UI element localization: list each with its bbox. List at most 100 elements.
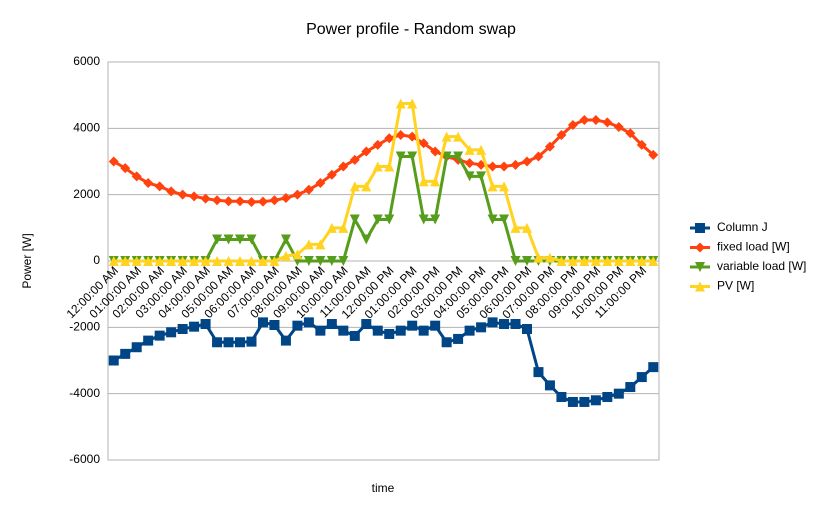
point-marker [487, 214, 498, 225]
y-tick-label: -4000 [69, 386, 100, 400]
point-marker [246, 196, 257, 207]
chart-title: Power profile - Random swap [306, 21, 516, 38]
point-marker [613, 122, 624, 133]
point-marker [384, 214, 395, 225]
point-marker [544, 252, 555, 263]
point-marker [338, 325, 349, 336]
point-marker [189, 256, 200, 266]
point-marker [349, 154, 360, 165]
point-marker [315, 178, 326, 189]
point-marker [533, 252, 544, 263]
point-marker [441, 337, 452, 348]
point-marker [257, 196, 268, 207]
point-marker [143, 256, 154, 266]
point-marker [212, 337, 223, 348]
point-marker [120, 163, 131, 174]
point-marker [177, 256, 188, 266]
point-marker [567, 256, 578, 266]
point-marker [602, 117, 613, 128]
point-marker [131, 342, 142, 353]
legend-label: PV [W] [717, 279, 754, 293]
point-marker [303, 184, 314, 195]
point-marker [269, 320, 280, 331]
point-marker [361, 319, 372, 330]
point-marker [579, 256, 590, 266]
point-marker [235, 256, 246, 266]
x-axis-label: time [372, 481, 395, 495]
point-marker [246, 336, 257, 347]
point-marker [338, 222, 349, 233]
point-marker [407, 151, 418, 162]
point-marker [590, 256, 601, 266]
y-tick-label: -2000 [69, 320, 100, 334]
point-marker [625, 382, 636, 393]
point-marker [235, 234, 246, 245]
point-marker [395, 151, 406, 162]
point-marker [510, 256, 521, 266]
point-marker [453, 131, 464, 142]
point-marker [315, 325, 326, 336]
point-marker [280, 192, 291, 203]
y-tick-label: 4000 [73, 121, 100, 135]
point-marker [280, 234, 291, 245]
point-marker [499, 161, 510, 172]
point-marker [154, 181, 165, 192]
point-marker [177, 323, 188, 334]
point-marker [315, 239, 326, 250]
point-marker [418, 214, 429, 225]
point-marker [395, 129, 406, 140]
point-marker [372, 325, 383, 336]
point-marker [430, 176, 441, 187]
point-marker [108, 256, 119, 266]
point-marker [200, 319, 211, 330]
point-marker [177, 189, 188, 200]
point-marker [257, 317, 268, 328]
point-marker [349, 181, 360, 192]
y-tick-label: 0 [93, 253, 100, 267]
y-axis-label: Power [W] [20, 233, 34, 288]
point-marker [695, 223, 705, 233]
point-marker [544, 380, 555, 391]
point-marker [648, 362, 659, 373]
point-marker [223, 196, 234, 207]
point-marker [476, 171, 487, 182]
point-marker [636, 372, 647, 383]
point-marker [235, 337, 246, 348]
point-marker [636, 139, 647, 150]
point-marker [143, 335, 154, 346]
point-marker [372, 139, 383, 150]
point-marker [269, 256, 280, 266]
legend-label: variable load [W] [717, 259, 806, 273]
point-marker [407, 320, 418, 331]
point-marker [418, 325, 429, 336]
point-marker [613, 256, 624, 266]
point-marker [189, 321, 200, 332]
point-marker [292, 320, 303, 331]
point-marker [280, 335, 291, 346]
point-marker [361, 181, 372, 192]
legend-label: Column J [717, 220, 768, 234]
point-marker [556, 391, 567, 402]
point-marker [303, 239, 314, 250]
point-marker [521, 222, 532, 233]
point-marker [464, 171, 475, 182]
point-marker [372, 214, 383, 225]
point-marker [326, 222, 337, 233]
point-marker [430, 146, 441, 157]
point-marker [407, 98, 418, 109]
point-marker [418, 176, 429, 187]
point-marker [292, 189, 303, 200]
point-marker [441, 131, 452, 142]
point-marker [567, 396, 578, 407]
point-marker [120, 256, 131, 266]
point-marker [533, 151, 544, 162]
point-marker [200, 193, 211, 204]
point-marker [636, 256, 647, 266]
point-marker [430, 320, 441, 331]
point-marker [292, 249, 303, 260]
point-marker [108, 355, 119, 366]
y-tick-label: 6000 [73, 54, 100, 68]
point-marker [602, 391, 613, 402]
point-marker [166, 186, 177, 197]
point-marker [212, 195, 223, 206]
